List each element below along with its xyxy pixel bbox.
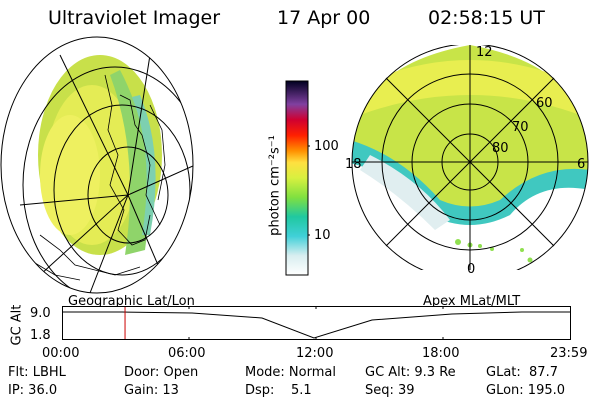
door-value: Door: Open — [124, 365, 199, 380]
colorbar-unit-label: photon cm⁻²s⁻¹ — [267, 135, 283, 236]
filter-value: Flt: LBHL — [8, 365, 66, 380]
mlt-label-6: 6 — [577, 157, 586, 172]
mlat-label-60: 60 — [536, 96, 553, 111]
gain-value: Gain: 13 — [124, 383, 179, 398]
orbit-xtick-2359: 23:59 — [550, 346, 588, 361]
orbit-altitude-plot — [62, 306, 571, 340]
mlat-label-80: 80 — [492, 141, 509, 156]
gc-alt-value: GC Alt: 9.3 Re — [365, 365, 456, 380]
seq-value: Seq: 39 — [365, 383, 415, 398]
dsp-value: Dsp: 5.1 — [245, 383, 312, 398]
orbit-xtick-1800: 18:00 — [422, 346, 460, 361]
orbit-ytick-1-8: 1.8 — [30, 328, 51, 343]
ip-value: IP: 36.0 — [8, 383, 58, 398]
glat-value: GLat: 87.7 — [486, 365, 558, 380]
geographic-globe-image — [0, 36, 194, 294]
orbit-ytick-9: 9.0 — [30, 306, 51, 321]
intensity-colorbar — [285, 80, 310, 276]
geographic-panel-label: Geographic Lat/Lon — [68, 294, 195, 309]
colorbar-tick-10: 10 — [314, 228, 331, 243]
orbit-xtick-1200: 12:00 — [296, 346, 334, 361]
apex-panel-label: Apex MLat/MLT — [423, 294, 521, 309]
orbit-xtick-0000: 00:00 — [42, 346, 80, 361]
date-label: 17 Apr 00 — [277, 7, 371, 29]
time-label: 02:58:15 UT — [428, 7, 545, 29]
orbit-altitude-curve — [62, 311, 571, 339]
apex-polar-plot — [351, 45, 589, 270]
mlt-label-18: 18 — [345, 157, 362, 172]
glon-value: GLon: 195.0 — [486, 383, 566, 398]
mode-value: Mode: Normal — [245, 365, 336, 380]
orbit-axis-label: GC Alt — [9, 304, 25, 346]
auroral-spots — [455, 239, 533, 263]
mlt-label-0: 0 — [467, 262, 476, 277]
colorbar-tick-100: 100 — [314, 139, 339, 154]
instrument-title: Ultraviolet Imager — [48, 7, 221, 29]
mlt-label-12: 12 — [476, 45, 493, 60]
orbit-xtick-0600: 06:00 — [168, 346, 206, 361]
mlat-label-70: 70 — [512, 120, 529, 135]
